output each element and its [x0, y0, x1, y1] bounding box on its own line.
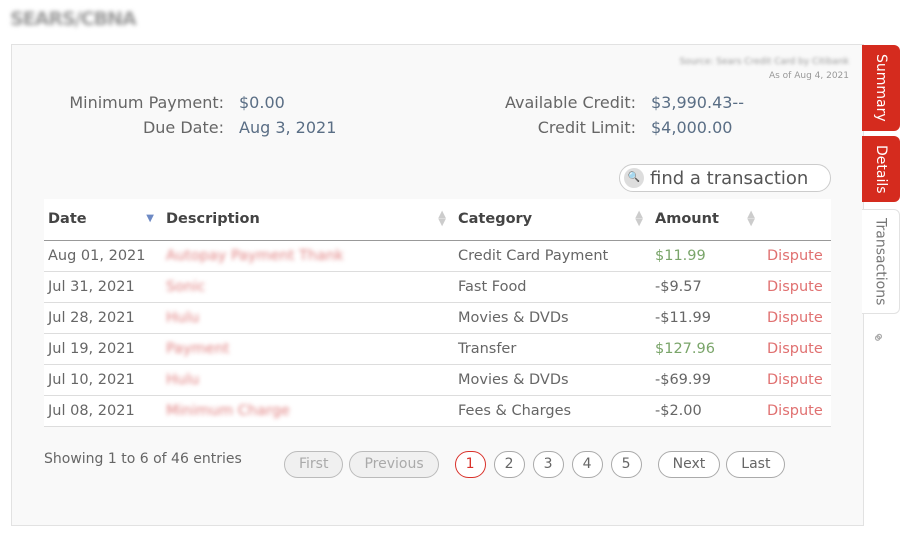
next-page-button[interactable]: Next — [657, 451, 721, 478]
category-cell: Fees & Charges — [454, 395, 651, 427]
description-cell: Hulu — [162, 364, 454, 396]
available-credit-value: $3,990.43-- — [651, 93, 744, 112]
category-cell: Transfer — [454, 333, 651, 365]
due-date-value: Aug 3, 2021 — [239, 118, 337, 137]
credit-limit-label: Credit Limit: — [537, 118, 636, 137]
dispute-link[interactable]: Dispute — [763, 240, 831, 272]
tab-summary[interactable]: Summary — [862, 45, 900, 131]
table-row[interactable]: Jul 28, 2021 Hulu Movies & DVDs -$11.99 … — [44, 302, 831, 334]
category-cell: Movies & DVDs — [454, 364, 651, 396]
table-row[interactable]: Jul 19, 2021 Payment Transfer $127.96 Di… — [44, 333, 831, 365]
table-row[interactable]: Jul 31, 2021 Sonic Fast Food -$9.57 Disp… — [44, 271, 831, 303]
details-panel: Source: Sears Credit Card by Citibank As… — [11, 44, 864, 526]
category-cell: Movies & DVDs — [454, 302, 651, 334]
description-text[interactable]: Payment — [166, 340, 230, 357]
sort-icon: ▲ ▼ — [747, 209, 755, 228]
date-cell: Jul 08, 2021 — [44, 395, 162, 427]
previous-page-button[interactable]: Previous — [349, 451, 439, 478]
category-cell: Fast Food — [454, 271, 651, 303]
credit-summary: Available Credit: $3,990.43-- Credit Limi… — [492, 90, 744, 140]
search-icon: 🔍 — [624, 168, 644, 188]
page-2-button[interactable]: 2 — [493, 451, 525, 478]
description-cell: Autopay Payment Thank — [162, 240, 454, 272]
link-icon[interactable]: ⚭ — [867, 326, 891, 349]
category-cell: Credit Card Payment — [454, 240, 651, 272]
min-payment-label: Minimum Payment: — [69, 93, 224, 112]
source-text: Source: Sears Credit Card by Citibank — [679, 57, 849, 67]
table-row[interactable]: Jul 10, 2021 Hulu Movies & DVDs -$69.99 … — [44, 364, 831, 396]
table-row[interactable]: Jul 08, 2021 Minimum Charge Fees & Charg… — [44, 395, 831, 427]
search-placeholder: find a transaction — [650, 167, 809, 189]
date-cell: Jul 31, 2021 — [44, 271, 162, 303]
tab-details[interactable]: Details — [862, 136, 900, 202]
last-page-button[interactable]: Last — [726, 451, 786, 478]
description-cell: Payment — [162, 333, 454, 365]
dispute-link[interactable]: Dispute — [763, 302, 831, 334]
description-text[interactable]: Autopay Payment Thank — [166, 247, 344, 264]
page-3-button[interactable]: 3 — [532, 451, 564, 478]
description-cell: Sonic — [162, 271, 454, 303]
search-input[interactable]: 🔍 find a transaction — [619, 164, 831, 192]
account-title: SEARS/CBNA — [10, 8, 137, 30]
sort-desc-icon: ▼ — [146, 213, 154, 224]
header-label: Date — [48, 211, 87, 228]
header-amount[interactable]: Amount ▲ ▼ — [651, 199, 763, 241]
table-row[interactable]: Aug 01, 2021 Autopay Payment Thank Credi… — [44, 240, 831, 272]
header-label: Amount — [655, 211, 719, 228]
payment-summary: Minimum Payment: $0.00 Due Date: Aug 3, 20… — [52, 90, 336, 140]
date-cell: Jul 10, 2021 — [44, 364, 162, 396]
dispute-link[interactable]: Dispute — [763, 364, 831, 396]
dispute-link[interactable]: Dispute — [763, 395, 831, 427]
page-5-button[interactable]: 5 — [610, 451, 642, 478]
first-page-button[interactable]: First — [284, 451, 344, 478]
header-category[interactable]: Category ▲ ▼ — [454, 199, 651, 241]
header-date[interactable]: Date ▼ — [44, 199, 162, 241]
description-text[interactable]: Hulu — [166, 371, 200, 388]
dispute-link[interactable]: Dispute — [763, 271, 831, 303]
date-cell: Jul 28, 2021 — [44, 302, 162, 334]
description-text[interactable]: Minimum Charge — [166, 402, 290, 419]
amount-cell: -$9.57 — [651, 271, 763, 303]
header-label: Category — [458, 211, 533, 228]
min-payment-value: $0.00 — [239, 93, 285, 112]
amount-cell: -$69.99 — [651, 364, 763, 396]
amount-cell: $127.96 — [651, 333, 763, 365]
transactions-table: Date ▼ Description ▲ ▼ Category ▲ ▼ Amount ▲ ▼ … — [44, 199, 831, 427]
page-4-button[interactable]: 4 — [571, 451, 603, 478]
available-credit-label: Available Credit: — [504, 93, 636, 112]
header-action — [763, 199, 831, 241]
sort-icon: ▲ ▼ — [635, 209, 643, 228]
amount-cell: $11.99 — [651, 240, 763, 272]
source-info: Source: Sears Credit Card by Citibank As… — [679, 55, 849, 83]
as-of-date: As of Aug 4, 2021 — [768, 71, 849, 81]
entries-info: Showing 1 to 6 of 46 entries — [44, 451, 242, 467]
due-date-label: Due Date: — [142, 118, 224, 137]
tab-transactions[interactable]: Transactions — [862, 209, 900, 314]
description-cell: Minimum Charge — [162, 395, 454, 427]
description-cell: Hulu — [162, 302, 454, 334]
description-text[interactable]: Hulu — [166, 309, 200, 326]
amount-cell: -$2.00 — [651, 395, 763, 427]
sort-icon: ▲ ▼ — [438, 209, 446, 228]
page-1-button[interactable]: 1 — [454, 451, 486, 478]
description-text[interactable]: Sonic — [166, 278, 206, 295]
date-cell: Jul 19, 2021 — [44, 333, 162, 365]
credit-limit-value: $4,000.00 — [651, 118, 733, 137]
header-label: Description — [166, 211, 260, 228]
date-cell: Aug 01, 2021 — [44, 240, 162, 272]
dispute-link[interactable]: Dispute — [763, 333, 831, 365]
header-description[interactable]: Description ▲ ▼ — [162, 199, 454, 241]
amount-cell: -$11.99 — [651, 302, 763, 334]
